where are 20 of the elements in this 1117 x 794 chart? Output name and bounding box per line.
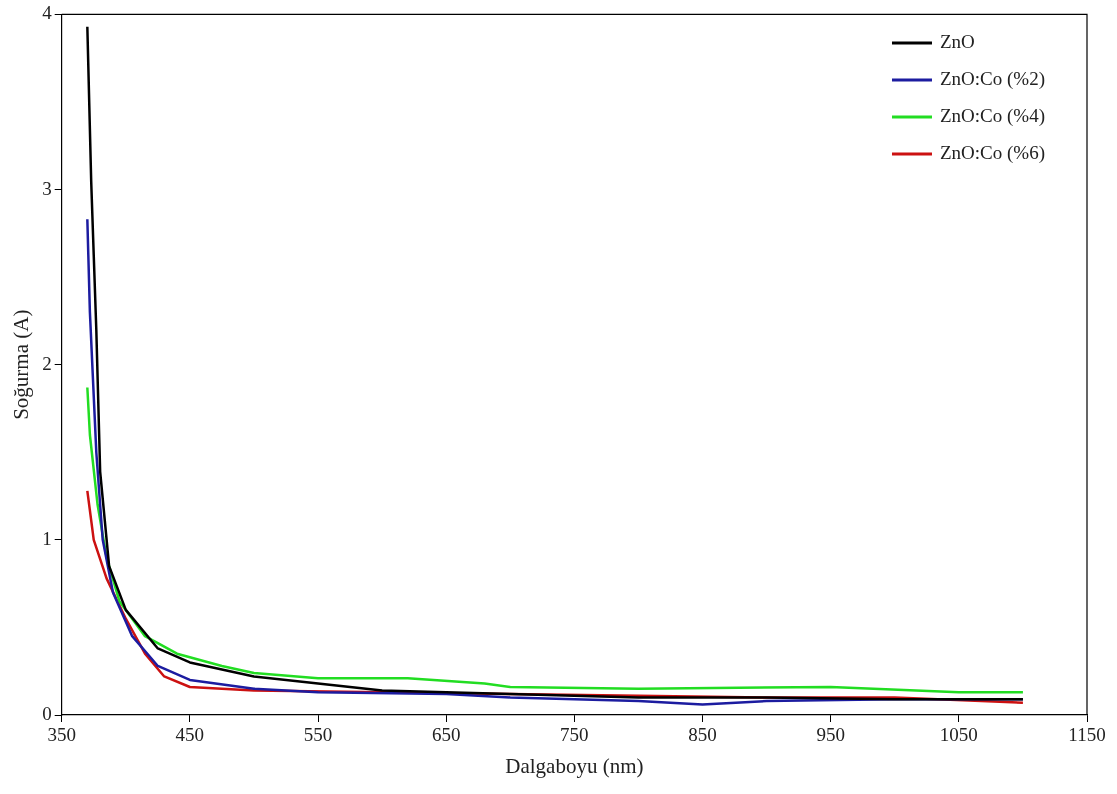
y-tick-label: 2 (42, 352, 52, 374)
legend-label: ZnO:Co (%2) (939, 67, 1046, 90)
x-tick-label: 650 (431, 724, 461, 746)
legend-label: ZnO:Co (%4) (939, 104, 1046, 127)
y-tick-label: 0 (42, 702, 52, 724)
x-tick-label: 1150 (1068, 724, 1106, 746)
y-tick-label: 3 (42, 177, 52, 199)
x-tick-label: 450 (175, 724, 205, 746)
x-tick-label: 750 (560, 724, 589, 746)
x-axis-title: Dalgaboyu (nm) (505, 753, 644, 778)
x-tick-label: 950 (816, 724, 845, 746)
y-tick-label: 4 (42, 2, 53, 24)
x-tick-label: 1050 (939, 724, 978, 746)
x-tick-label: 550 (303, 724, 333, 746)
legend-label: ZnO (939, 30, 975, 52)
legend-label: ZnO:Co (%6) (939, 141, 1046, 164)
x-tick-label: 350 (47, 724, 76, 746)
y-tick-label: 1 (42, 527, 52, 549)
y-axis-title: Soğurma (A) (9, 309, 34, 420)
x-tick-label: 850 (688, 724, 717, 746)
